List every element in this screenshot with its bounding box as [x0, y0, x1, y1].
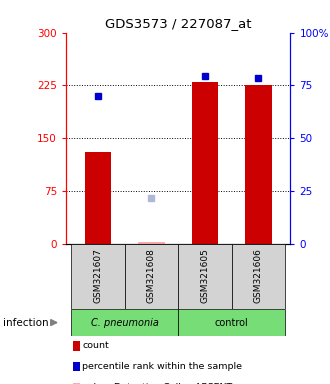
- FancyBboxPatch shape: [71, 244, 125, 309]
- Text: control: control: [215, 318, 248, 328]
- Text: infection: infection: [3, 318, 49, 328]
- FancyBboxPatch shape: [178, 244, 232, 309]
- Bar: [138, 242, 165, 244]
- Bar: [245, 86, 272, 244]
- Text: count: count: [82, 341, 109, 350]
- Bar: [73, 383, 80, 384]
- Text: GSM321605: GSM321605: [200, 248, 210, 303]
- Text: GSM321608: GSM321608: [147, 248, 156, 303]
- Text: percentile rank within the sample: percentile rank within the sample: [82, 362, 243, 371]
- Text: GSM321607: GSM321607: [94, 248, 103, 303]
- Text: C. pneumonia: C. pneumonia: [91, 318, 159, 328]
- Bar: [73, 362, 80, 371]
- Bar: [85, 152, 112, 244]
- FancyBboxPatch shape: [232, 244, 285, 309]
- FancyBboxPatch shape: [71, 309, 178, 336]
- Bar: [191, 82, 218, 244]
- Text: value, Detection Call = ABSENT: value, Detection Call = ABSENT: [82, 382, 233, 384]
- Text: GSM321606: GSM321606: [254, 248, 263, 303]
- FancyBboxPatch shape: [125, 244, 178, 309]
- FancyBboxPatch shape: [178, 309, 285, 336]
- Bar: [73, 341, 80, 351]
- Text: GDS3573 / 227087_at: GDS3573 / 227087_at: [105, 17, 251, 30]
